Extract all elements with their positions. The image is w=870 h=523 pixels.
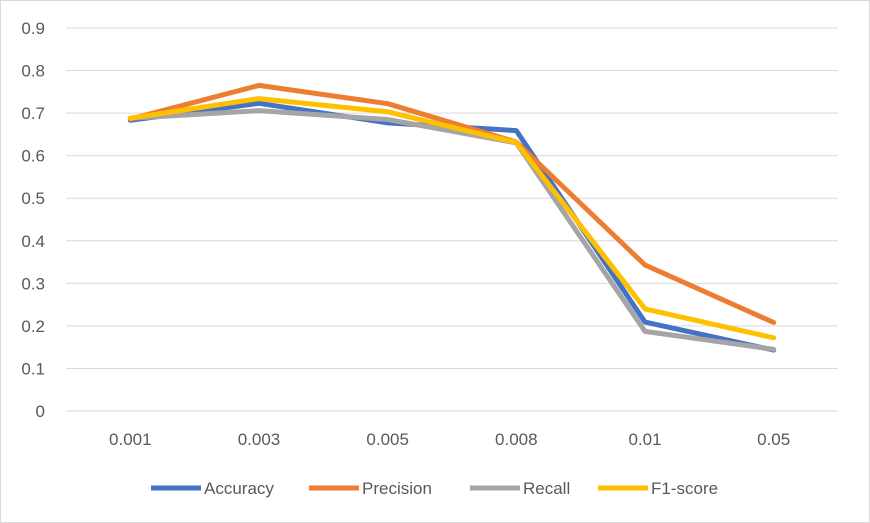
x-tick-label: 0.001 [109, 430, 152, 449]
series-lines [127, 82, 777, 353]
y-tick-label: 0.8 [21, 62, 45, 81]
series-line-f1-score [127, 96, 777, 341]
y-tick-label: 0.9 [21, 19, 45, 38]
series-line-precision [127, 82, 777, 325]
series-line-accuracy [127, 100, 777, 353]
gridlines [66, 27, 838, 412]
y-tick-label: 0.4 [21, 232, 45, 251]
y-tick-label: 0 [36, 402, 45, 421]
legend-label: Accuracy [204, 479, 274, 498]
x-tick-label: 0.005 [366, 430, 409, 449]
y-tick-label: 0.1 [21, 359, 45, 378]
x-tick-label: 0.003 [238, 430, 281, 449]
x-tick-label: 0.01 [628, 430, 661, 449]
y-tick-label: 0.7 [21, 104, 45, 123]
y-tick-label: 0.3 [21, 274, 45, 293]
legend-label: F1-score [651, 479, 718, 498]
legend-label: Precision [362, 479, 432, 498]
x-axis-tick-labels: 0.001 0.003 0.005 0.008 0.01 0.05 [109, 430, 790, 449]
legend-label: Recall [523, 479, 570, 498]
series-line-recall [127, 108, 777, 352]
y-tick-label: 0.6 [21, 147, 45, 166]
y-tick-label: 0.2 [21, 317, 45, 336]
y-tick-label: 0.5 [21, 189, 45, 208]
x-tick-label: 0.05 [757, 430, 790, 449]
x-tick-label: 0.008 [495, 430, 538, 449]
legend: Accuracy Precision Recall F1-score [151, 479, 718, 498]
y-axis-tick-labels: 0 0.1 0.2 0.3 0.4 0.5 0.6 0.7 0.8 0.9 [21, 19, 45, 421]
